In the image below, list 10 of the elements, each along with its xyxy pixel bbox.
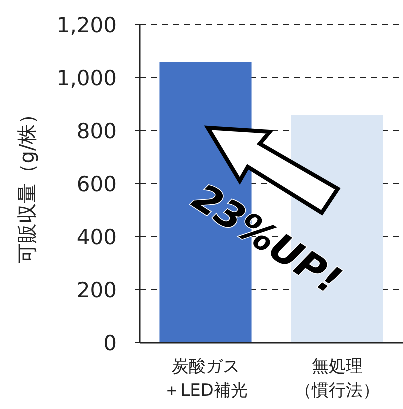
y-tick-label: 800 — [76, 119, 117, 144]
y-tick-label: 200 — [76, 278, 117, 302]
x-tick-label: 無処理（慣行法） — [294, 357, 380, 401]
y-tick-label: 600 — [76, 172, 117, 196]
y-tick-label: 1,000 — [56, 66, 117, 90]
x-tick-label: 炭酸ガス＋LED補光 — [164, 357, 248, 401]
y-tick-label: 0 — [104, 331, 117, 356]
y-axis-title: 可販収量（g/株） — [15, 104, 39, 264]
y-tick-label: 400 — [76, 225, 117, 250]
y-tick-label: 1,200 — [56, 13, 117, 38]
